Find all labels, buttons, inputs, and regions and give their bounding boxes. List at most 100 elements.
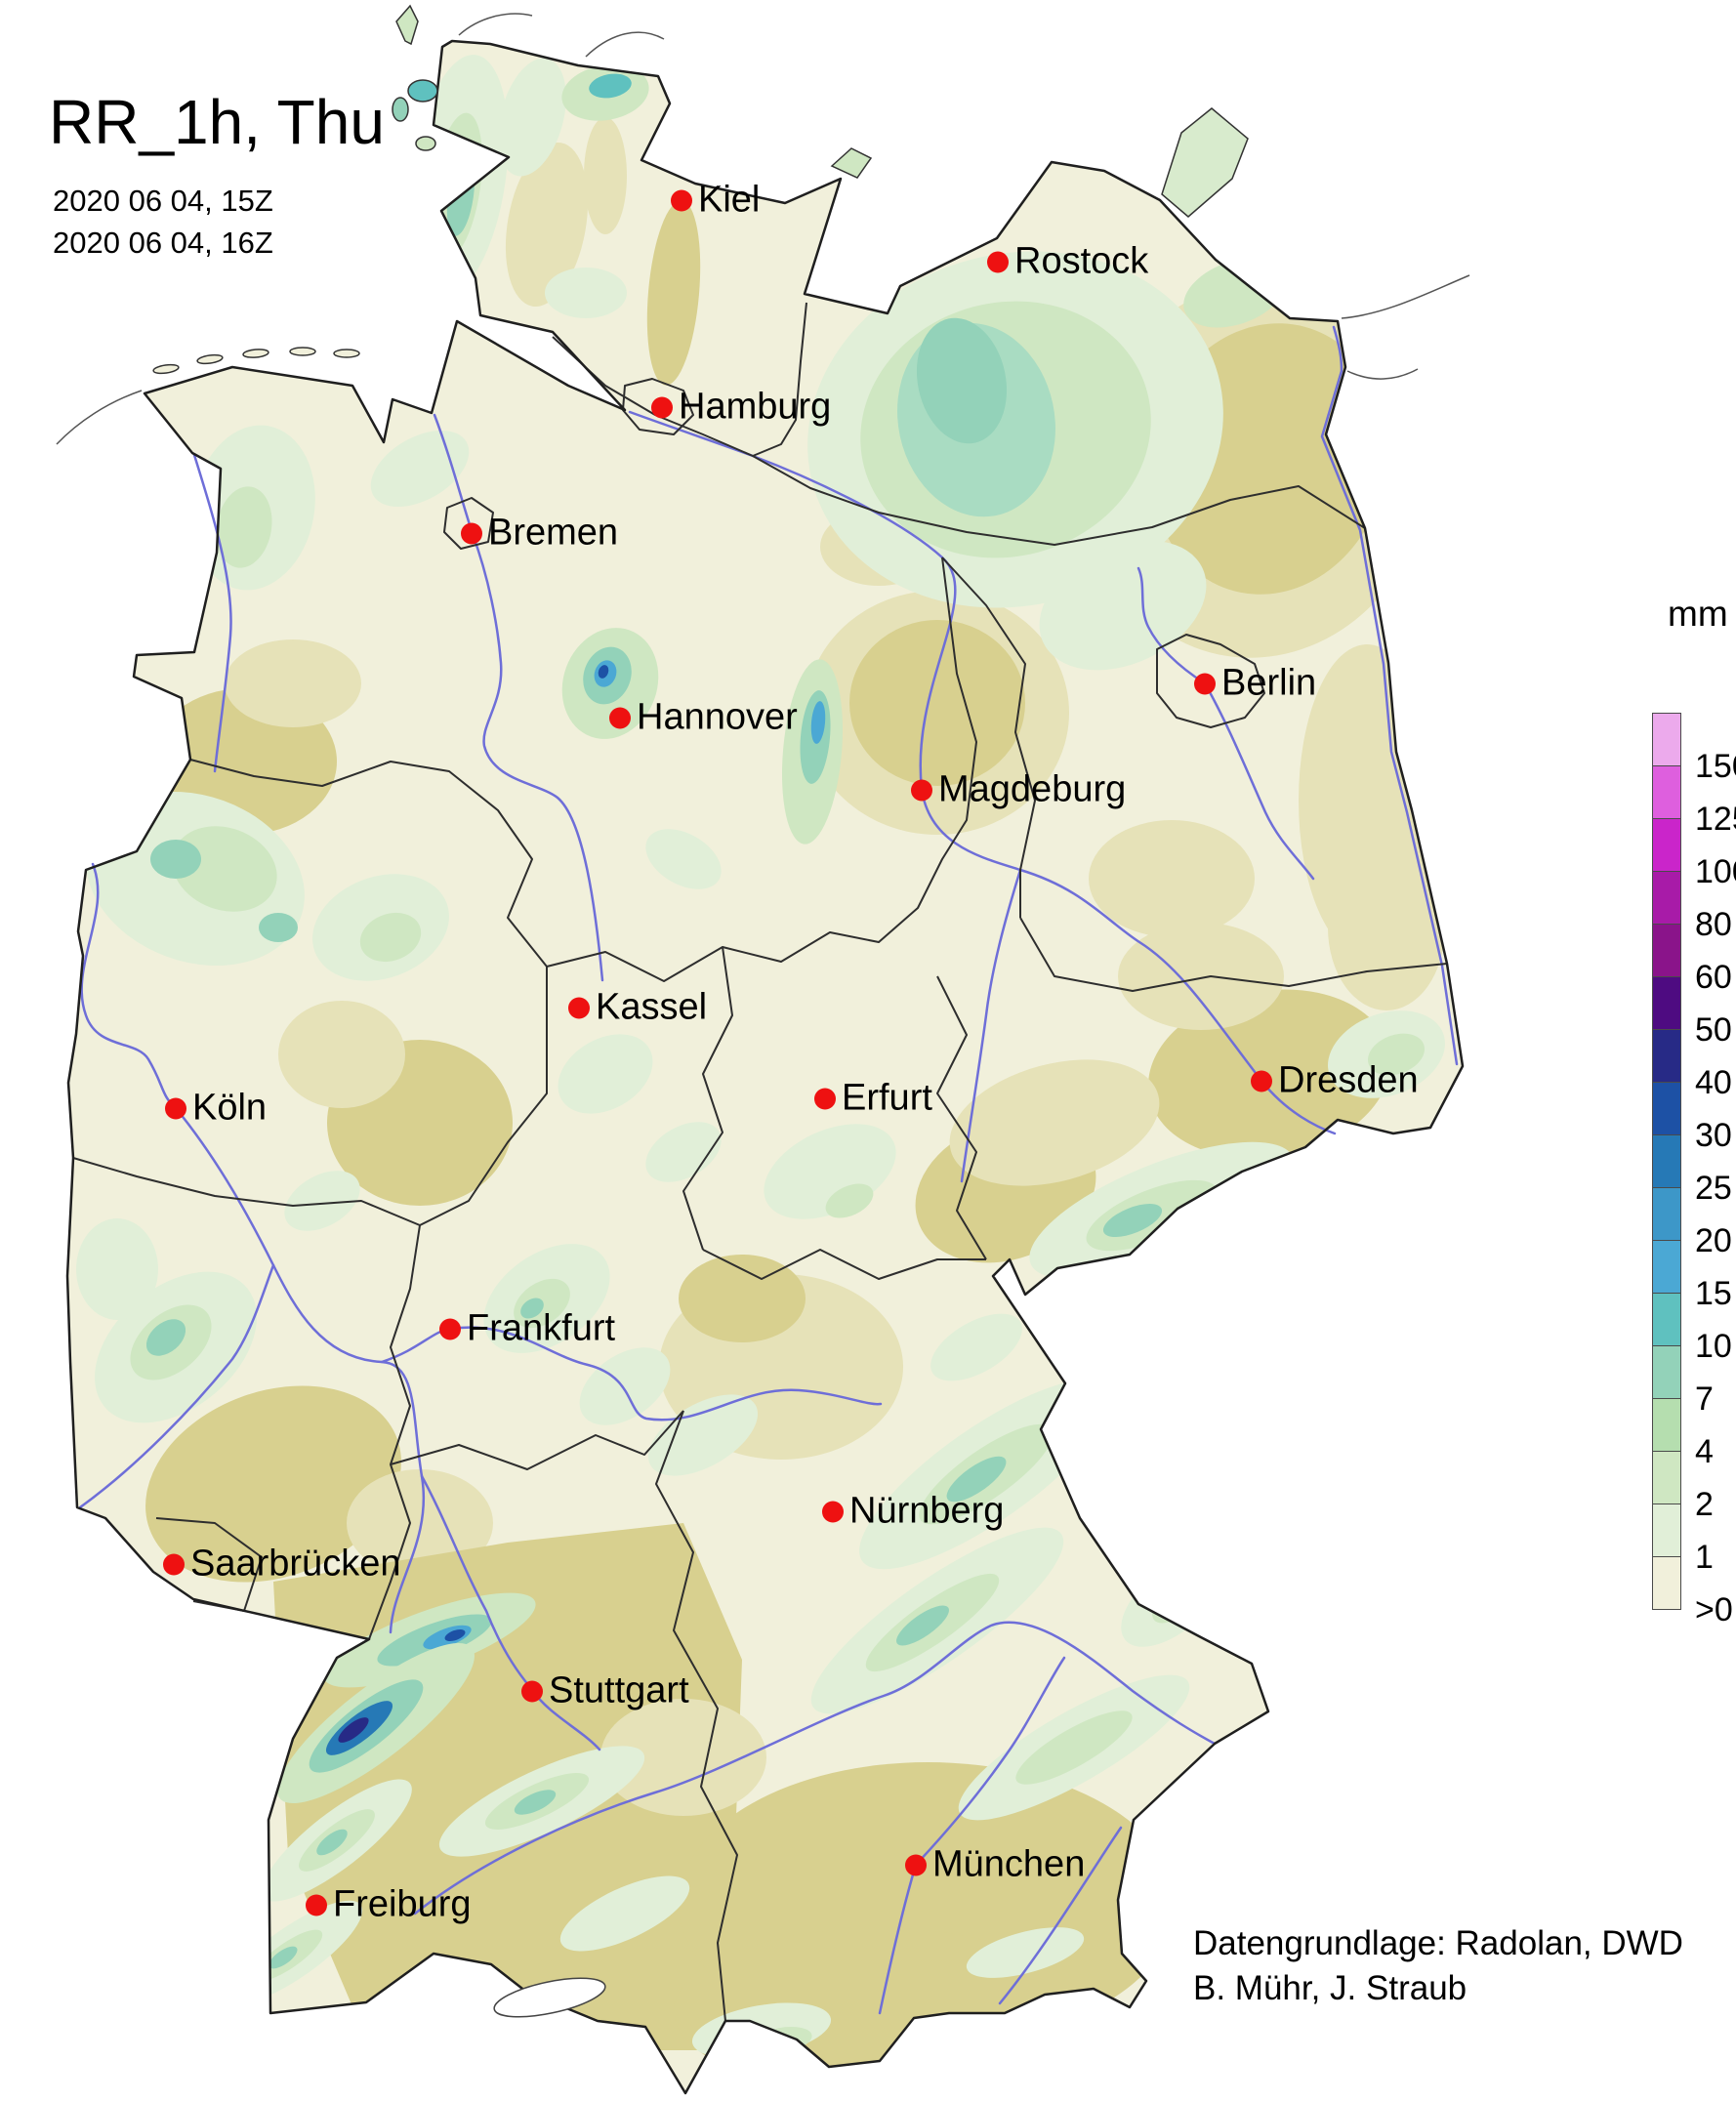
legend-swatch [1652, 1240, 1681, 1294]
legend-swatch [1652, 1345, 1681, 1399]
river-weser [433, 413, 604, 982]
city-label: Kassel [596, 986, 708, 1028]
precipitation-layer [76, 55, 1446, 2059]
legend-swatch [1652, 1082, 1681, 1135]
city-label: Erfurt [842, 1077, 932, 1119]
city-label: Frankfurt [467, 1307, 616, 1349]
legend-row: 150 [1652, 713, 1736, 785]
legend-swatch [1652, 818, 1681, 872]
city-dot-icon [461, 522, 482, 544]
legend-row: 40 [1652, 1029, 1732, 1101]
city-label: Rostock [1014, 240, 1149, 282]
legend-swatch [1652, 976, 1681, 1030]
legend-swatch [1652, 1134, 1681, 1188]
legend-tick-label: >0 [1695, 1591, 1733, 1628]
city-marker-nuernberg: Nürnberg [822, 1491, 1004, 1533]
city-dot-icon [671, 189, 692, 211]
city-dot-icon [165, 1097, 186, 1119]
color-scale-legend: 150 125 100 80 60 50 40 30 25 20 15 10 7… [1652, 713, 1736, 1628]
legend-row: 4 [1652, 1398, 1714, 1470]
city-dot-icon [1251, 1070, 1272, 1092]
city-label: Nürnberg [849, 1490, 1005, 1532]
city-dot-icon [609, 707, 631, 728]
legend-row: 125 [1652, 765, 1736, 838]
legend-swatch [1652, 1293, 1681, 1346]
legend-row: 100 [1652, 818, 1736, 890]
island-amrum [392, 97, 409, 122]
island-foehr [407, 79, 438, 103]
island-fehmarn [830, 147, 873, 179]
legend-row: 2 [1652, 1451, 1714, 1523]
city-marker-hannover: Hannover [609, 697, 798, 739]
legend-tick-label: 150 [1695, 748, 1736, 785]
city-label: Hannover [637, 696, 798, 738]
city-marker-berlin: Berlin [1194, 663, 1316, 705]
page-title: RR_1h, Thu [49, 87, 385, 157]
legend-tick-label: 2 [1695, 1486, 1714, 1523]
city-label: Kiel [698, 179, 761, 221]
city-marker-muenchen: München [905, 1844, 1085, 1886]
city-dot-icon [439, 1318, 461, 1339]
legend-tick-label: 7 [1695, 1380, 1714, 1418]
river-danube [413, 1621, 1217, 1916]
city-dot-icon [814, 1088, 836, 1109]
legend-tick-label: 100 [1695, 853, 1736, 890]
island-pellworm [415, 136, 436, 151]
city-label: München [932, 1843, 1086, 1885]
timestamp-to: 2020 06 04, 16Z [53, 226, 273, 260]
city-label: Stuttgart [549, 1669, 689, 1711]
attribution-source: Datengrundlage: Radolan, DWD [1193, 1924, 1683, 1962]
legend-swatch [1652, 871, 1681, 925]
data-attribution: Datengrundlage: Radolan, DWD B. Mühr, J.… [1193, 1921, 1683, 2011]
timestamp-block: 2020 06 04, 15Z 2020 06 04, 16Z [53, 180, 273, 264]
legend-tick-label: 80 [1695, 906, 1732, 943]
legend-row: 80 [1652, 871, 1732, 943]
timestamp-from: 2020 06 04, 15Z [53, 184, 273, 218]
legend-tick-label: 15 [1695, 1275, 1732, 1312]
legend-tick-label: 1 [1695, 1539, 1714, 1576]
city-label: Berlin [1221, 662, 1317, 704]
city-marker-dresden: Dresden [1251, 1060, 1419, 1102]
city-marker-freiburg: Freiburg [306, 1884, 472, 1926]
river-havel [1137, 566, 1207, 685]
city-dot-icon [911, 779, 932, 801]
city-label: Köln [192, 1087, 268, 1129]
city-dot-icon [521, 1680, 543, 1702]
island-east-frisian-2 [196, 353, 224, 365]
attribution-authors: B. Mühr, J. Straub [1193, 1969, 1467, 2007]
river-saale [960, 868, 1022, 1183]
legend-swatch [1652, 924, 1681, 977]
city-dot-icon [163, 1553, 185, 1575]
city-marker-saarbruecken: Saarbrücken [163, 1544, 400, 1586]
city-marker-frankfurt: Frankfurt [439, 1308, 615, 1350]
legend-row: 30 [1652, 1082, 1732, 1154]
city-label: Bremen [488, 512, 619, 554]
river-neckar [420, 1474, 601, 1751]
rivers-layer [78, 325, 1459, 2015]
legend-tick-label: 60 [1695, 959, 1732, 996]
island-east-frisian-3 [242, 349, 269, 358]
foreign-coastlines [56, 13, 1470, 445]
legend-row: 20 [1652, 1187, 1732, 1259]
island-ruegen [1161, 107, 1249, 218]
island-east-frisian-4 [289, 347, 316, 356]
legend-tick-label: 30 [1695, 1117, 1732, 1154]
legend-tick-label: 40 [1695, 1064, 1732, 1101]
city-label: Dresden [1278, 1059, 1419, 1101]
city-marker-kiel: Kiel [671, 180, 760, 222]
legend-row: 7 [1652, 1345, 1714, 1418]
river-ems [192, 453, 232, 773]
city-marker-hamburg: Hamburg [651, 387, 831, 429]
legend-swatch [1652, 713, 1681, 766]
city-marker-erfurt: Erfurt [814, 1078, 932, 1120]
river-mosel [78, 1263, 275, 1509]
city-label: Hamburg [679, 386, 832, 428]
legend-swatch [1652, 765, 1681, 819]
state-borders-layer [72, 302, 1448, 2022]
legend-swatch [1652, 1451, 1681, 1504]
legend-row: 15 [1652, 1240, 1732, 1312]
city-label: Saarbrücken [190, 1543, 401, 1585]
city-dot-icon [905, 1854, 927, 1875]
